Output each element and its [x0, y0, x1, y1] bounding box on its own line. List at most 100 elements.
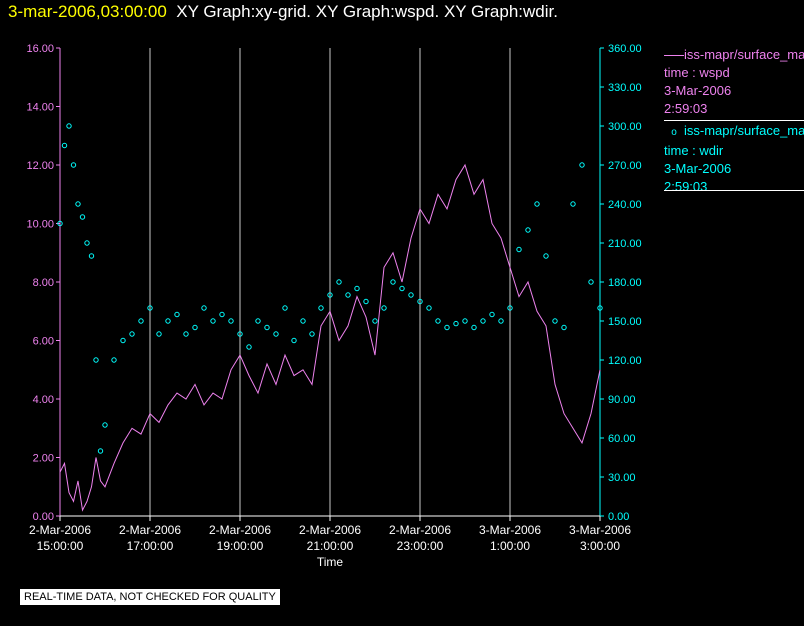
series-point-wdir: [246, 344, 252, 350]
series-point-wdir: [471, 324, 477, 331]
legend-separator: [664, 120, 804, 121]
y-left-tick-label: 10.00: [26, 219, 54, 231]
series-point-wdir: [336, 279, 342, 285]
x-tick-time: 15:00:00: [37, 539, 84, 553]
series-point-wdir: [588, 279, 594, 285]
series-point-wdir: [453, 320, 459, 327]
x-tick-date: 2-Mar-2006: [119, 523, 181, 537]
series-point-wdir: [147, 305, 153, 311]
series-point-wdir: [120, 337, 126, 344]
y-left-tick-label: 6.00: [33, 336, 54, 348]
graph-title: 3-mar-2006,03:00:00 XY Graph:xy-grid. XY…: [8, 2, 558, 22]
series-point-wdir: [228, 318, 234, 324]
series-point-wdir: [489, 311, 495, 318]
series-point-wdir: [534, 201, 540, 207]
series-point-wdir: [70, 162, 77, 168]
x-tick-time: 23:00:00: [397, 539, 444, 553]
series-point-wdir: [97, 448, 104, 454]
x-tick-date: 2-Mar-2006: [209, 523, 271, 537]
series-point-wdir: [79, 214, 86, 220]
legend-entry-wspd: iss-mapr/surface_mapr time : wspd 3-Mar-…: [664, 46, 804, 118]
x-tick-date: 3-Mar-2006: [479, 523, 541, 537]
series-point-wdir: [255, 318, 261, 324]
series-point-wdir: [183, 331, 189, 337]
series-point-wdir: [165, 318, 171, 324]
series-point-wdir: [282, 305, 288, 311]
title-graph-names: XY Graph:xy-grid. XY Graph:wspd. XY Grap…: [176, 2, 558, 21]
series-point-wdir: [345, 292, 351, 298]
series-point-wdir: [597, 305, 603, 311]
y-right-tick-label: 300.00: [608, 121, 642, 133]
x-tick-time: 17:00:00: [127, 539, 174, 553]
series-point-wdir: [570, 201, 576, 207]
y-right-tick-label: 330.00: [608, 82, 642, 94]
y-right-tick-label: 210.00: [608, 238, 642, 250]
series-point-wdir: [57, 220, 63, 227]
series-point-wdir: [552, 318, 558, 324]
legend-wdir-line-1: time : wdir: [664, 143, 724, 158]
x-tick-time: 1:00:00: [490, 539, 530, 553]
series-point-wdir: [309, 331, 315, 337]
legend-wspd-line-3: 2:59:03: [664, 101, 708, 116]
series-point-wdir: [507, 305, 513, 311]
series-point-wdir: [273, 331, 279, 337]
legend-wdir-line-2: 3-Mar-2006: [664, 161, 732, 176]
x-tick-time: 21:00:00: [307, 539, 354, 553]
legend-entry-wdir: o iss-mapr/surface_mapr time : wdir 3-Mar…: [664, 122, 804, 192]
series-point-wdir: [354, 285, 360, 292]
y-right-tick-label: 0.00: [608, 511, 629, 523]
y-left-tick-label: 14.00: [26, 102, 54, 114]
y-right-tick-label: 120.00: [608, 355, 642, 367]
series-point-wdir: [561, 324, 567, 331]
series-point-wdir: [462, 318, 468, 324]
series-point-wdir: [88, 253, 95, 259]
series-point-wdir: [138, 318, 144, 324]
series-point-wdir: [426, 305, 432, 311]
series-point-wdir: [363, 298, 369, 305]
y-left-tick-label: 12.00: [26, 160, 54, 172]
series-point-wdir: [75, 201, 81, 207]
series-point-wdir: [390, 279, 396, 285]
x-axis-label: Time: [317, 555, 344, 569]
series-point-wdir: [264, 324, 270, 331]
x-tick-date: 2-Mar-2006: [29, 523, 91, 537]
y-right-tick-label: 270.00: [608, 160, 642, 172]
y-right-tick-label: 360.00: [608, 43, 642, 55]
y-right-tick-label: 90.00: [608, 394, 636, 406]
y-left-tick-label: 0.00: [33, 511, 54, 523]
series-point-wdir: [408, 292, 414, 298]
legend-circle-swatch: o: [671, 127, 677, 138]
series-point-wdir: [498, 318, 504, 324]
x-tick-time: 19:00:00: [217, 539, 264, 553]
legend-line-swatch: [664, 55, 684, 57]
series-point-wdir: [84, 240, 90, 246]
series-point-wdir: [381, 305, 387, 311]
y-right-tick-label: 180.00: [608, 277, 642, 289]
series-point-wdir: [318, 305, 324, 311]
y-right-tick-label: 30.00: [608, 472, 636, 484]
legend-wspd-line-2: 3-Mar-2006: [664, 83, 732, 98]
legend-label-wspd: iss-mapr/surface_mapr: [684, 47, 804, 62]
legend-wspd-line-1: time : wspd: [664, 65, 730, 80]
series-point-wdir: [174, 311, 180, 318]
series-point-wdir: [129, 331, 135, 337]
series-point-wdir: [525, 227, 531, 233]
series-point-wdir: [111, 357, 117, 363]
title-timestamp: 3-mar-2006,03:00:00: [8, 2, 167, 21]
legend-separator-bottom: [664, 190, 804, 191]
y-left-tick-label: 2.00: [33, 453, 54, 465]
series-point-wdir: [417, 298, 423, 305]
series-point-wdir: [444, 324, 450, 331]
x-tick-date: 2-Mar-2006: [389, 523, 451, 537]
y-right-tick-label: 60.00: [608, 433, 636, 445]
y-right-tick-label: 150.00: [608, 316, 642, 328]
series-point-wdir: [480, 318, 486, 324]
series-line-wspd: [59, 163, 601, 512]
series-point-wdir: [156, 331, 162, 337]
series-point-wdir: [66, 123, 72, 129]
legend-wdir-line-3: 2:59:03: [664, 179, 708, 192]
y-left-tick-label: 4.00: [33, 394, 54, 406]
series-point-wdir: [435, 318, 441, 324]
series-point-wdir: [543, 253, 549, 259]
